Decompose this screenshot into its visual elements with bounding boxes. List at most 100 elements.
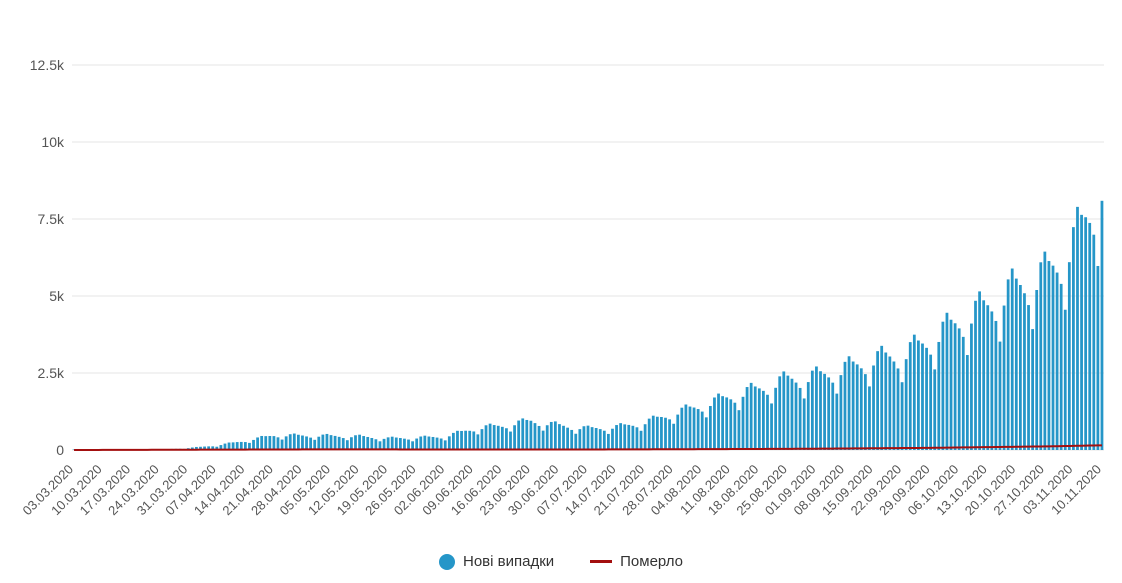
bar-new-cases[interactable]: [394, 437, 398, 450]
bar-new-cases[interactable]: [549, 421, 553, 450]
bar-new-cases[interactable]: [843, 361, 847, 450]
bar-new-cases[interactable]: [1047, 261, 1051, 450]
bar-new-cases[interactable]: [280, 439, 284, 450]
bar-new-cases[interactable]: [1063, 309, 1067, 450]
bar-new-cases[interactable]: [737, 410, 741, 450]
bar-new-cases[interactable]: [223, 443, 227, 450]
bar-new-cases[interactable]: [456, 430, 459, 450]
bar-new-cases[interactable]: [998, 341, 1002, 450]
bar-new-cases[interactable]: [672, 423, 676, 450]
bar-new-cases[interactable]: [313, 439, 317, 450]
bar-new-cases[interactable]: [496, 425, 500, 450]
bar-new-cases[interactable]: [721, 396, 724, 450]
bar-new-cases[interactable]: [1018, 285, 1022, 450]
bar-new-cases[interactable]: [227, 442, 231, 450]
bar-new-cases[interactable]: [929, 354, 933, 450]
bar-new-cases[interactable]: [896, 368, 900, 450]
bar-new-cases[interactable]: [729, 399, 733, 450]
bar-new-cases[interactable]: [325, 433, 329, 450]
bar-new-cases[interactable]: [990, 311, 994, 450]
bar-new-cases[interactable]: [219, 445, 223, 450]
bar-new-cases[interactable]: [562, 425, 565, 450]
bar-new-cases[interactable]: [802, 398, 806, 450]
bar-new-cases[interactable]: [521, 418, 525, 450]
bar-new-cases[interactable]: [766, 394, 769, 450]
bar-new-cases[interactable]: [876, 351, 879, 450]
bar-new-cases[interactable]: [639, 430, 643, 450]
bar-new-cases[interactable]: [655, 416, 659, 450]
bar-new-cases[interactable]: [415, 438, 419, 450]
bar-new-cases[interactable]: [965, 355, 969, 450]
bar-new-cases[interactable]: [762, 390, 765, 450]
bar-new-cases[interactable]: [472, 431, 476, 450]
bar-new-cases[interactable]: [884, 352, 888, 450]
bar-new-cases[interactable]: [815, 366, 818, 450]
bar-new-cases[interactable]: [317, 436, 321, 450]
bar-new-cases[interactable]: [704, 417, 708, 450]
bar-new-cases[interactable]: [855, 364, 859, 450]
bar-new-cases[interactable]: [676, 414, 680, 450]
bar-new-cases[interactable]: [566, 427, 569, 450]
bar-new-cases[interactable]: [733, 402, 737, 450]
bar-new-cases[interactable]: [631, 425, 635, 450]
bar-new-cases[interactable]: [423, 435, 427, 450]
bar-new-cases[interactable]: [741, 396, 745, 450]
bar-new-cases[interactable]: [329, 435, 333, 450]
bar-new-cases[interactable]: [570, 429, 574, 450]
bar-new-cases[interactable]: [358, 434, 361, 450]
bar-new-cases[interactable]: [1051, 265, 1055, 450]
bars-new-cases[interactable]: [72, 200, 1104, 450]
bar-new-cases[interactable]: [892, 361, 896, 450]
bar-new-cases[interactable]: [586, 425, 590, 450]
bar-new-cases[interactable]: [411, 441, 414, 450]
bar-new-cases[interactable]: [256, 437, 259, 450]
bar-new-cases[interactable]: [252, 439, 255, 450]
bar-new-cases[interactable]: [366, 436, 370, 450]
bar-new-cases[interactable]: [558, 424, 561, 450]
bar-new-cases[interactable]: [725, 397, 729, 450]
bar-new-cases[interactable]: [1002, 305, 1006, 450]
bar-new-cases[interactable]: [680, 407, 684, 450]
bar-new-cases[interactable]: [1014, 278, 1018, 450]
bar-new-cases[interactable]: [235, 442, 239, 450]
bar-new-cases[interactable]: [921, 343, 924, 450]
bar-new-cases[interactable]: [635, 427, 639, 450]
bar-new-cases[interactable]: [819, 371, 822, 450]
bar-new-cases[interactable]: [1088, 222, 1092, 450]
bar-new-cases[interactable]: [488, 423, 492, 450]
bar-new-cases[interactable]: [937, 341, 941, 450]
bar-new-cases[interactable]: [908, 342, 912, 450]
bar-new-cases[interactable]: [398, 438, 402, 450]
bar-new-cases[interactable]: [1076, 206, 1079, 450]
bar-new-cases[interactable]: [529, 420, 533, 450]
bar-new-cases[interactable]: [431, 436, 435, 450]
bar-new-cases[interactable]: [374, 439, 378, 450]
bar-new-cases[interactable]: [827, 377, 831, 450]
bar-new-cases[interactable]: [390, 436, 394, 450]
bar-new-cases[interactable]: [517, 420, 521, 450]
bar-new-cases[interactable]: [602, 430, 606, 450]
bar-new-cases[interactable]: [341, 438, 345, 450]
bar-new-cases[interactable]: [839, 375, 843, 450]
bar-new-cases[interactable]: [823, 373, 826, 450]
bar-new-cases[interactable]: [243, 442, 247, 450]
bar-new-cases[interactable]: [598, 429, 602, 450]
bar-new-cases[interactable]: [978, 291, 981, 450]
bar-new-cases[interactable]: [309, 437, 313, 450]
bar-new-cases[interactable]: [810, 370, 814, 450]
bar-new-cases[interactable]: [1100, 200, 1104, 450]
bar-new-cases[interactable]: [305, 436, 308, 450]
bar-new-cases[interactable]: [239, 441, 243, 450]
bar-new-cases[interactable]: [1096, 265, 1100, 450]
bar-new-cases[interactable]: [925, 347, 928, 450]
bar-new-cases[interactable]: [513, 425, 516, 450]
bar-new-cases[interactable]: [917, 340, 920, 450]
bar-new-cases[interactable]: [509, 431, 512, 450]
bar-new-cases[interactable]: [961, 336, 965, 450]
bar-new-cases[interactable]: [480, 429, 484, 450]
bar-new-cases[interactable]: [468, 430, 472, 450]
bar-new-cases[interactable]: [607, 433, 610, 450]
bar-new-cases[interactable]: [660, 417, 663, 450]
bar-new-cases[interactable]: [537, 425, 541, 450]
bar-new-cases[interactable]: [912, 334, 916, 450]
